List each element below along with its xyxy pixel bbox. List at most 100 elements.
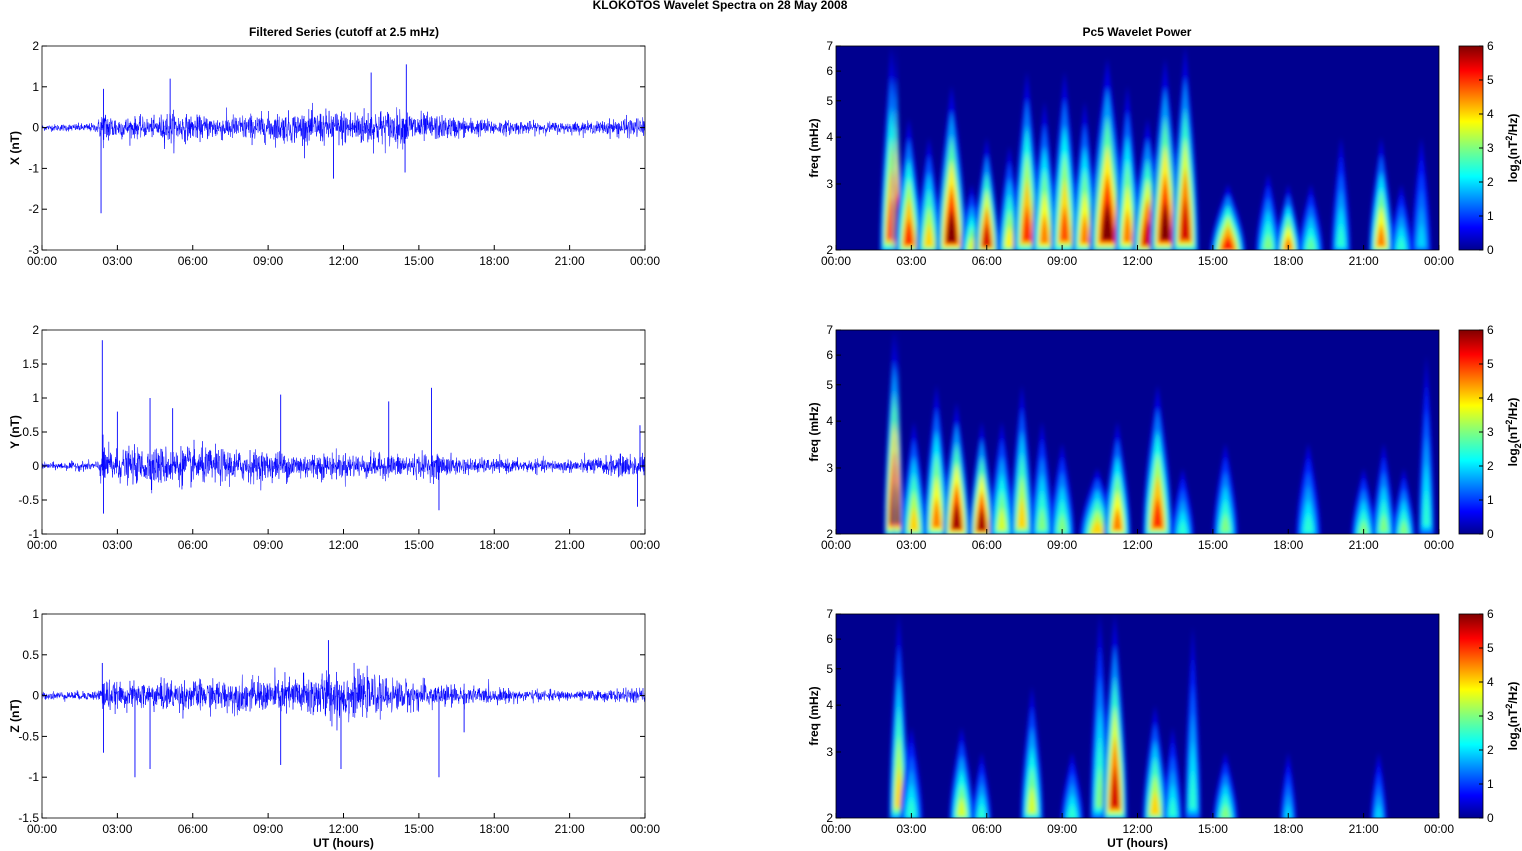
power-contour [1376, 222, 1386, 247]
colorbar-tick-label: 6 [1487, 607, 1494, 621]
series-xtick-label: 03:00 [102, 254, 132, 268]
power-contour [895, 765, 903, 808]
power-contour [946, 208, 957, 243]
series-xtick-label: 06:00 [178, 538, 208, 552]
power-contour [1337, 222, 1345, 247]
plot-area [42, 330, 645, 534]
power-contour [1417, 222, 1425, 247]
series-xtick-label: 21:00 [555, 538, 585, 552]
xlabel: UT (hours) [1107, 836, 1168, 850]
power-contour [1160, 200, 1171, 241]
ytick-label: 2 [826, 811, 833, 825]
series-panel-y: 21.510.50-0.5-100:00 03:00 06:00 09:00 12:00… [8, 323, 660, 552]
wavelet-xtick-label: 06:00 [972, 254, 1002, 268]
wavelet-xtick-label: 21:00 [1349, 254, 1379, 268]
colorbar-tick-label: 5 [1487, 641, 1494, 655]
ylabel: Z (nT) [8, 699, 22, 732]
colorbar-tick-label: 4 [1487, 675, 1494, 689]
ytick-label: -0.5 [18, 729, 39, 743]
wavelet-xtick-label: 00:00 [1424, 538, 1454, 552]
ytick-label: 6 [826, 348, 833, 362]
colorbar-tick-label: 0 [1487, 243, 1494, 257]
colorbar-tick-label: 2 [1487, 175, 1494, 189]
colorbar-tick-label: 3 [1487, 141, 1494, 155]
ytick-label: 0 [32, 459, 39, 473]
power-contour [1096, 765, 1104, 808]
series-xtick-label: 18:00 [479, 822, 509, 836]
series-xtick-label: 03:00 [102, 822, 132, 836]
wavelet-xtick-label: 09:00 [1047, 822, 1077, 836]
series-xtick-label: 00:00 [630, 822, 660, 836]
power-background [836, 614, 1439, 818]
series-xtick-label: 21:00 [555, 254, 585, 268]
ytick-label: 2 [826, 527, 833, 541]
series-xtick-label: 03:00 [102, 538, 132, 552]
wavelet-xtick-label: 18:00 [1273, 538, 1303, 552]
ylabel: freq (mHz) [807, 118, 821, 177]
ytick-label: 7 [826, 607, 833, 621]
plot-area [42, 46, 645, 250]
series-xtick-label: 21:00 [555, 822, 585, 836]
power-contour [952, 501, 962, 529]
power-contour [1359, 519, 1368, 534]
series-xtick-label: 12:00 [328, 822, 358, 836]
series-xtick-label: 00:00 [630, 538, 660, 552]
series-xtick-label: 00:00 [630, 254, 660, 268]
wavelet-xtick-label: 09:00 [1047, 254, 1077, 268]
colorbar-tick-label: 2 [1487, 743, 1494, 757]
wavelet-xtick-label: 18:00 [1273, 254, 1303, 268]
wavelet-xtick-label: 00:00 [821, 538, 851, 552]
ytick-label: -0.5 [18, 493, 39, 507]
power-bursts [879, 46, 1432, 250]
ytick-label: 6 [826, 632, 833, 646]
power-contour [1038, 506, 1047, 531]
power-contour [1178, 519, 1187, 534]
series-xtick-label: 18:00 [479, 538, 509, 552]
colorbar-tick-label: 1 [1487, 493, 1494, 507]
ytick-label: 1 [32, 391, 39, 405]
power-contour [1080, 212, 1090, 244]
power-contour [1169, 796, 1177, 817]
power-contour [1222, 235, 1234, 250]
right-column-title: Pc5 Wavelet Power [1083, 25, 1192, 39]
colorbar-tick-label: 4 [1487, 107, 1494, 121]
power-contour [1027, 785, 1036, 813]
ytick-label: 2 [826, 243, 833, 257]
power-contour [1112, 506, 1122, 531]
ytick-label: 5 [826, 94, 833, 108]
series-xtick-label: 00:00 [27, 254, 57, 268]
ytick-label: 0 [32, 121, 39, 135]
wavelet-xtick-label: 15:00 [1198, 822, 1228, 836]
ytick-label: -1.5 [18, 811, 39, 825]
power-contour [1101, 200, 1113, 241]
power-contour [1379, 512, 1388, 533]
colorbar: 6 5 4 3 2 1 0 log2(nT2/Hz) [1458, 39, 1522, 257]
power-contour [1221, 803, 1230, 818]
ytick-label: -1 [28, 770, 39, 784]
ylabel: X (nT) [8, 131, 22, 165]
wavelet-xtick-label: 12:00 [1122, 254, 1152, 268]
ylabel: freq (mHz) [807, 686, 821, 745]
power-contour [1284, 235, 1293, 250]
ytick-label: -1 [28, 161, 39, 175]
colorbar-tick-label: 1 [1487, 777, 1494, 791]
power-contour [957, 796, 966, 817]
wavelet-xtick-label: 03:00 [896, 538, 926, 552]
series-panel-z: 10.50-0.5-1-1.500:00 03:00 06:00 09:00 12:00… [8, 607, 660, 850]
colorbar-tick-label: 6 [1487, 39, 1494, 53]
ytick-label: 3 [826, 461, 833, 475]
power-contour [1091, 519, 1103, 534]
power-contour [997, 506, 1007, 531]
power-contour [982, 222, 992, 247]
power-contour [977, 506, 986, 531]
power-contour [924, 222, 934, 247]
power-contour [1263, 232, 1273, 250]
colorbar-tick-label: 0 [1487, 811, 1494, 825]
ytick-label: 2 [32, 323, 39, 337]
wavelet-xtick-label: 12:00 [1122, 538, 1152, 552]
power-contour [1152, 496, 1163, 528]
power-contour [1397, 235, 1406, 250]
ytick-label: 5 [826, 662, 833, 676]
figure-title: KLOKOTOS Wavelet Spectra on 28 May 2008 [593, 0, 848, 12]
